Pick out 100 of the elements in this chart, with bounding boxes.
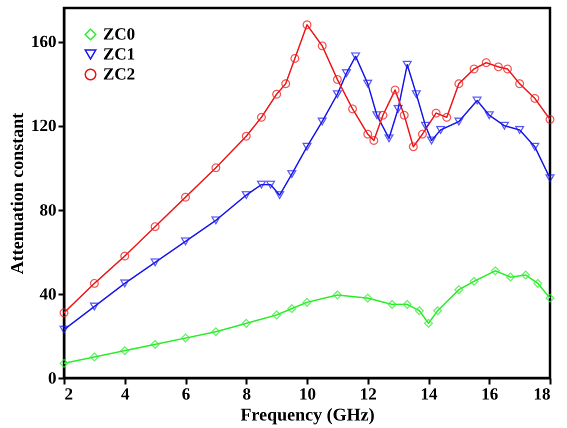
point — [470, 276, 479, 286]
point — [482, 58, 491, 68]
point — [302, 20, 312, 30]
point — [363, 80, 372, 88]
x-tick-label: 4 — [121, 384, 130, 404]
point — [272, 90, 282, 99]
point — [408, 142, 418, 152]
point — [150, 222, 160, 232]
point — [545, 294, 555, 303]
point — [369, 136, 378, 145]
point — [318, 41, 327, 50]
point — [256, 180, 266, 189]
point — [351, 52, 360, 60]
point — [545, 174, 555, 182]
point — [378, 110, 388, 120]
point — [530, 142, 540, 151]
point — [302, 142, 312, 151]
point — [211, 163, 220, 172]
point — [150, 340, 160, 349]
point — [180, 237, 190, 246]
point — [484, 111, 494, 120]
point — [530, 94, 540, 103]
y-tick-label: 80 — [40, 200, 56, 220]
point — [302, 298, 312, 307]
point — [59, 358, 69, 368]
y-tick-label: 40 — [40, 284, 56, 304]
point — [494, 62, 503, 72]
point — [432, 108, 441, 118]
point — [242, 191, 251, 200]
point — [180, 192, 190, 202]
point — [281, 79, 290, 88]
point — [242, 318, 251, 328]
point — [363, 130, 372, 139]
point — [390, 85, 400, 95]
point — [342, 69, 352, 78]
x-tick-label: 8 — [242, 384, 251, 404]
point — [256, 112, 266, 122]
legend-label: ZC1 — [103, 44, 136, 64]
point — [120, 279, 130, 288]
point — [120, 346, 130, 356]
point — [90, 352, 99, 362]
x-tick-label: 14 — [420, 384, 438, 404]
point — [394, 104, 403, 113]
point — [90, 278, 99, 288]
point — [442, 112, 452, 122]
point — [90, 302, 99, 311]
point — [515, 79, 524, 88]
point — [472, 96, 482, 105]
point — [332, 290, 342, 300]
point — [412, 90, 421, 98]
y-tick-label: 120 — [31, 116, 56, 136]
point — [424, 318, 434, 328]
point — [318, 118, 327, 126]
point — [275, 191, 284, 200]
point — [400, 110, 409, 120]
point — [506, 272, 516, 282]
point — [290, 54, 300, 63]
x-tick-label: 18 — [534, 384, 550, 404]
point — [272, 310, 282, 320]
point — [502, 64, 512, 74]
point — [287, 304, 296, 314]
point — [150, 258, 160, 266]
x-tick-label: 2 — [64, 384, 73, 404]
point — [433, 306, 442, 316]
point — [500, 122, 509, 130]
point — [490, 266, 500, 276]
point — [59, 326, 69, 334]
point — [363, 294, 372, 303]
y-tick-label: 160 — [31, 32, 56, 52]
point — [420, 122, 430, 130]
point — [372, 111, 382, 120]
y-axis-title: Attenuation constant — [7, 112, 27, 274]
point — [436, 126, 446, 134]
point — [515, 126, 524, 134]
point — [59, 308, 69, 318]
legend-label: ZC0 — [103, 24, 136, 44]
point — [388, 300, 397, 309]
x-tick-label: 6 — [182, 384, 190, 404]
point — [332, 74, 342, 84]
point — [287, 170, 296, 178]
point — [454, 285, 464, 294]
point — [402, 60, 412, 69]
x-axis-title: Frequency (GHz) — [240, 404, 375, 424]
point — [348, 104, 358, 114]
legend-label: ZC2 — [103, 64, 136, 84]
point — [402, 300, 412, 309]
x-tick-label: 10 — [299, 384, 316, 404]
point — [454, 118, 464, 126]
point — [545, 114, 555, 124]
point — [211, 327, 220, 336]
point — [470, 64, 479, 74]
point — [427, 136, 436, 144]
point — [332, 90, 342, 98]
point — [418, 130, 427, 139]
y-tick-label: 0 — [48, 368, 56, 388]
point — [242, 132, 251, 141]
point — [266, 180, 276, 189]
x-tick-label: 16 — [481, 384, 498, 404]
point — [384, 134, 394, 142]
point — [454, 79, 464, 88]
